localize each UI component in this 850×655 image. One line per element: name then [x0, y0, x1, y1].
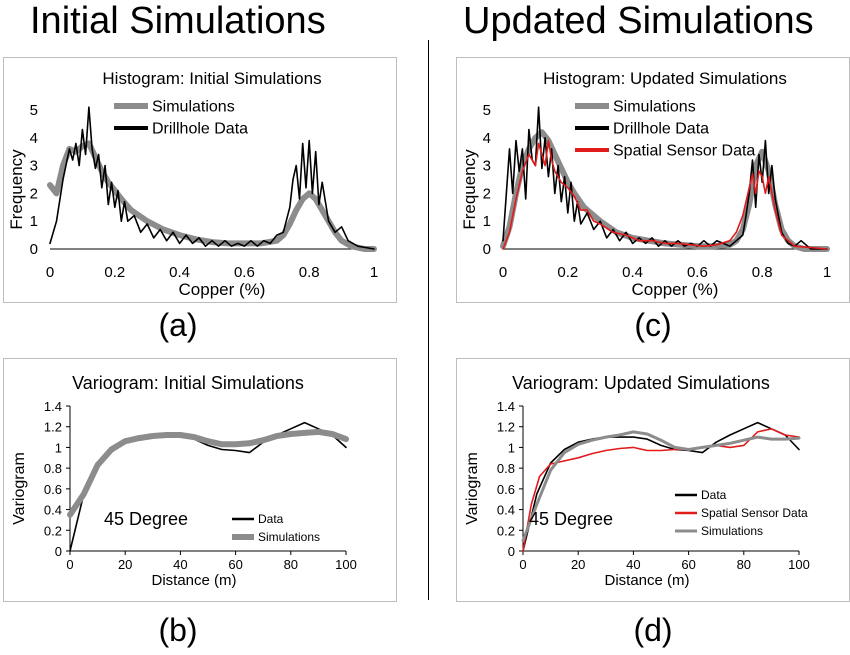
heading-initial: Initial Simulations [30, 0, 326, 42]
x-tick-label: 0.4 [622, 264, 643, 281]
legend-label: Spatial Sensor Data [701, 506, 808, 520]
y-tick-label: 1.2 [497, 420, 515, 435]
chart-title: Variogram: Updated Simulations [512, 373, 770, 393]
x-tick-label: 100 [788, 557, 810, 572]
legend-label: Drillhole Data [613, 121, 709, 138]
x-tick-label: 80 [284, 557, 298, 572]
x-tick-label: 40 [626, 557, 640, 572]
direction-annotation: 45 Degree [529, 509, 613, 529]
histogram-updated-chart: Histogram: Updated Simulations 0 0.2 0.4 0.6… [460, 69, 831, 299]
y-tick-label: 1 [55, 440, 62, 455]
series-line-drillhole-data [49, 106, 375, 250]
x-tick-label: 0.4 [169, 264, 190, 281]
direction-annotation: 45 Degree [104, 509, 188, 529]
x-tick-label: 0.6 [234, 264, 255, 281]
x-tick-label: 80 [737, 557, 751, 572]
legend-label: Drillhole Data [152, 121, 248, 138]
y-axis-label: Frequency [460, 149, 479, 230]
legend-label: Simulations [701, 524, 763, 538]
x-tick-label: 0 [519, 557, 526, 572]
y-tick-label: 1.4 [44, 399, 62, 414]
y-tick-label: 0.4 [44, 503, 62, 518]
legend-label: Data [258, 512, 284, 526]
x-axis-label: Copper (%) [632, 280, 719, 299]
y-tick-label: 1 [508, 440, 515, 455]
y-tick-label: 0.4 [497, 503, 515, 518]
series-line-spatial-sensor-data [502, 139, 828, 250]
y-tick-label: 0.8 [44, 461, 62, 476]
legend-label: Data [701, 488, 727, 502]
y-tick-label: 3 [30, 158, 38, 175]
y-tick-label: 0.2 [497, 523, 515, 538]
x-axis-label: Distance (m) [604, 572, 689, 589]
series-line-simulations [521, 430, 801, 543]
y-tick-label: 0.6 [497, 482, 515, 497]
panel-a: Histogram: Initial Simulations 0 0.2 0.4 0.6… [3, 57, 397, 303]
y-tick-label: 1 [30, 213, 38, 230]
legend-label: Spatial Sensor Data [613, 143, 755, 160]
y-tick-label: 0.8 [497, 461, 515, 476]
variogram-updated-chart: Variogram: Updated Simulations 0 20 40 60 80 1… [464, 373, 810, 589]
x-tick-label: 1 [823, 264, 831, 281]
y-tick-label: 2 [483, 185, 491, 202]
y-axis-label: Frequency [7, 149, 26, 230]
y-axis-label: Variogram [11, 452, 28, 525]
panel-label-a: (a) [158, 307, 198, 343]
legend-label: Simulations [613, 99, 696, 116]
variogram-initial-chart: Variogram: Initial Simulations 0 20 40 60 80 1… [11, 373, 357, 589]
y-tick-label: 4 [30, 130, 38, 147]
x-tick-label: 60 [228, 557, 242, 572]
panel-label-d: (d) [633, 612, 673, 648]
x-tick-label: 0.2 [104, 264, 125, 281]
x-tick-label: 40 [173, 557, 187, 572]
y-tick-label: 1 [483, 213, 491, 230]
panel-label-c: (c) [634, 307, 672, 343]
y-tick-label: 2 [30, 185, 38, 202]
y-tick-label: 3 [483, 158, 491, 175]
x-tick-label: 20 [571, 557, 585, 572]
x-tick-label: 20 [118, 557, 132, 572]
x-tick-label: 0.8 [752, 264, 773, 281]
x-axis-label: Distance (m) [151, 572, 236, 589]
center-divider [428, 40, 429, 600]
y-tick-label: 5 [483, 102, 491, 119]
y-tick-label: 0 [483, 241, 491, 258]
legend-label: Simulations [258, 530, 320, 544]
x-tick-label: 100 [335, 557, 357, 572]
panel-label-b: (b) [158, 612, 198, 648]
x-tick-label: 1 [370, 264, 378, 281]
y-tick-label: 0.2 [44, 523, 62, 538]
x-tick-label: 0 [46, 264, 54, 281]
y-tick-label: 4 [483, 130, 491, 147]
y-tick-label: 1.2 [44, 420, 62, 435]
panel-b: Variogram: Initial Simulations 0 20 40 60 80 1… [3, 358, 397, 602]
histogram-initial-chart: Histogram: Initial Simulations 0 0.2 0.4 0.6… [7, 69, 378, 299]
x-tick-label: 0.8 [299, 264, 320, 281]
heading-updated: Updated Simulations [463, 0, 814, 42]
x-tick-label: 60 [681, 557, 695, 572]
panel-c: Histogram: Updated Simulations 0 0.2 0.4 0.6… [456, 57, 850, 303]
y-tick-label: 1.4 [497, 399, 515, 414]
y-axis-label: Variogram [464, 452, 481, 525]
y-tick-label: 0.6 [44, 482, 62, 497]
series-line-data [522, 421, 800, 552]
y-tick-label: 5 [30, 102, 38, 119]
y-tick-label: 0 [55, 544, 62, 559]
legend-label: Simulations [152, 99, 235, 116]
chart-title: Histogram: Initial Simulations [102, 69, 321, 88]
x-tick-label: 0 [66, 557, 73, 572]
y-tick-label: 0 [30, 241, 38, 258]
series-line-simulations [67, 428, 349, 518]
chart-title: Variogram: Initial Simulations [72, 373, 304, 393]
x-tick-label: 0 [499, 264, 507, 281]
x-axis-label: Copper (%) [179, 280, 266, 299]
panel-d: Variogram: Updated Simulations 0 20 40 60 80 1… [456, 358, 850, 602]
chart-title: Histogram: Updated Simulations [543, 69, 787, 88]
x-tick-label: 0.6 [687, 264, 708, 281]
x-tick-label: 0.2 [557, 264, 578, 281]
y-tick-label: 0 [508, 544, 515, 559]
